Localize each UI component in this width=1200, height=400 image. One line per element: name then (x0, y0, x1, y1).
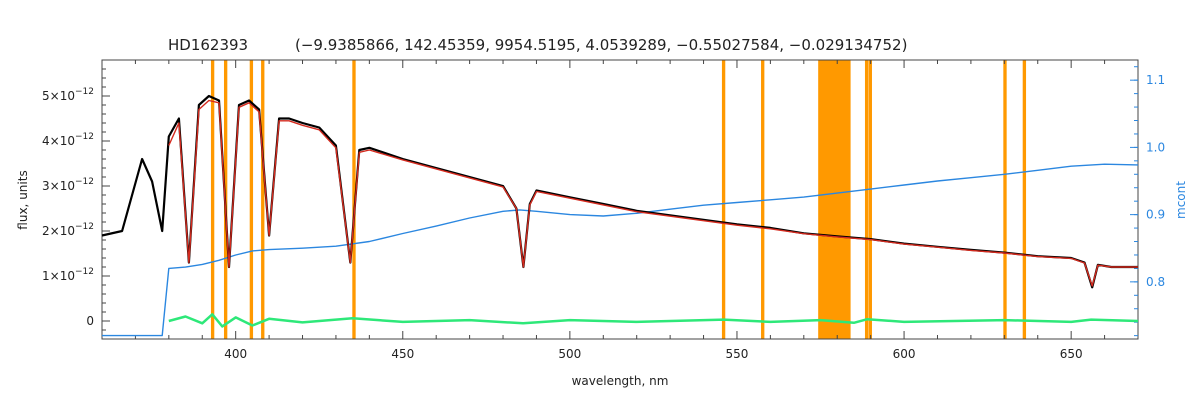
series-observed-line (101, 94, 1138, 289)
y-axis-title: flux, units (16, 170, 30, 229)
x-tick-label: 500 (558, 347, 581, 361)
x-tick-label: 600 (893, 347, 916, 361)
masked-band-6 (761, 60, 765, 339)
y-tick-label: 5×10−12 (42, 87, 94, 103)
series-layer (101, 94, 1139, 337)
masked-band-7 (818, 60, 851, 339)
series-residual-line (168, 313, 1139, 328)
x-tick-label: 650 (1060, 347, 1083, 361)
series-model-line (168, 99, 1138, 287)
y-tick-label: 2×10−12 (42, 222, 94, 238)
y-tick-label: 3×10−12 (42, 177, 94, 193)
y2-tick-label: 0.8 (1146, 275, 1165, 289)
masked-band-8 (864, 60, 869, 339)
y2-tick-label: 1.1 (1146, 73, 1165, 87)
x-axis-title: wavelength, nm (572, 374, 669, 388)
masked-band-5 (721, 60, 726, 339)
plot-frame (101, 59, 1139, 340)
y-axis-right: 0.8 0.9 1.0 1.1 (1130, 66, 1165, 337)
y2-axis-title: mcont (1174, 181, 1188, 219)
chart-title: HD162393 (168, 36, 248, 54)
x-tick-label: 450 (391, 347, 414, 361)
x-axis: 400 450 500 550 600 650 (101, 60, 1139, 361)
y2-tick-label: 1.0 (1146, 140, 1165, 154)
y2-tick-label: 0.9 (1146, 208, 1165, 222)
masked-band-10 (1003, 60, 1007, 339)
x-tick-label: 550 (726, 347, 749, 361)
masked-band-3 (261, 60, 265, 339)
x-tick-label: 400 (224, 347, 247, 361)
y-tick-label: 0 (86, 314, 94, 328)
masked-band-11 (1022, 60, 1027, 339)
masked-band-0 (210, 60, 215, 339)
masked-band-2 (249, 60, 254, 339)
series-continuum-line (102, 163, 1139, 337)
y-tick-label: 1×10−12 (42, 267, 94, 283)
masked-bands (210, 60, 1027, 339)
chart-subtitle: (−9.9385866, 142.45359, 9954.5195, 4.053… (295, 36, 907, 54)
y-axis-left: 0 1×10−12 2×10−12 3×10−12 4×10−12 5×10−12 (42, 68, 110, 331)
masked-band-9 (868, 60, 872, 339)
masked-band-4 (352, 60, 356, 339)
y-tick-label: 4×10−12 (42, 132, 94, 148)
